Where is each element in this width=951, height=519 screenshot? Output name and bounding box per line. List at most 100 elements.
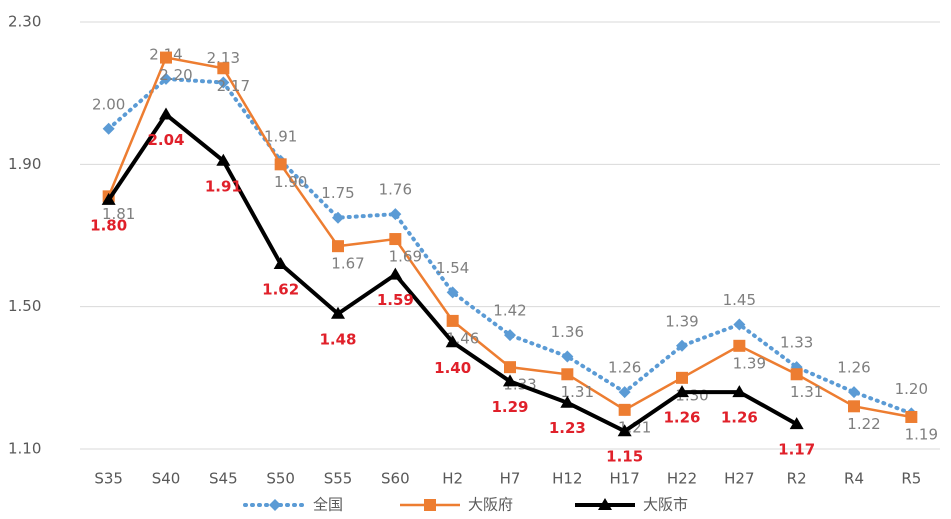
data-label: 1.26 bbox=[663, 409, 700, 427]
data-label: 1.59 bbox=[377, 291, 414, 309]
marker bbox=[561, 368, 574, 381]
data-label: 1.39 bbox=[733, 354, 766, 372]
marker bbox=[618, 386, 631, 399]
data-label: 1.76 bbox=[379, 181, 412, 199]
x-tick-label: H17 bbox=[609, 470, 639, 488]
marker bbox=[389, 233, 402, 246]
marker bbox=[424, 499, 436, 511]
data-label: 2.04 bbox=[147, 131, 184, 149]
marker bbox=[332, 211, 344, 224]
data-label: 1.42 bbox=[493, 302, 526, 320]
marker bbox=[617, 424, 632, 437]
marker bbox=[446, 314, 459, 327]
marker bbox=[848, 386, 860, 399]
data-label: 2.17 bbox=[217, 77, 250, 95]
data-label: 1.69 bbox=[389, 248, 422, 266]
x-tick-label: H12 bbox=[552, 470, 582, 488]
data-label: 1.67 bbox=[331, 255, 364, 273]
x-tick-label: S50 bbox=[266, 470, 295, 488]
marker bbox=[159, 107, 173, 120]
marker bbox=[273, 256, 288, 269]
x-tick-label: S55 bbox=[324, 470, 353, 488]
data-label: 1.17 bbox=[778, 441, 815, 459]
data-label: 2.13 bbox=[207, 49, 240, 67]
data-label: 1.33 bbox=[780, 334, 813, 352]
marker bbox=[217, 76, 230, 89]
marker bbox=[598, 498, 612, 510]
marker bbox=[561, 350, 574, 363]
data-label: 1.45 bbox=[723, 291, 756, 309]
marker bbox=[445, 335, 460, 348]
y-tick-label: 2.30 bbox=[8, 13, 41, 31]
marker bbox=[789, 417, 804, 430]
legend-label: 全国 bbox=[313, 496, 343, 514]
marker bbox=[389, 208, 402, 221]
data-label: 1.90 bbox=[274, 173, 307, 191]
data-label: 2.20 bbox=[159, 66, 192, 84]
legend-item: 大阪市 bbox=[575, 496, 688, 514]
data-label: 1.15 bbox=[606, 448, 643, 466]
marker bbox=[790, 368, 803, 381]
marker bbox=[560, 395, 575, 408]
x-tick-label: S45 bbox=[209, 470, 238, 488]
data-label: 1.20 bbox=[895, 380, 928, 398]
y-tick-label: 1.10 bbox=[8, 440, 41, 458]
marker bbox=[160, 51, 172, 64]
data-label: 1.19 bbox=[905, 425, 938, 443]
x-tick-label: S35 bbox=[94, 470, 123, 488]
marker bbox=[269, 499, 281, 511]
data-label: 1.91 bbox=[264, 127, 297, 145]
marker bbox=[102, 122, 115, 135]
data-label: 1.26 bbox=[837, 359, 870, 377]
data-label: 1.22 bbox=[847, 415, 880, 433]
x-tick-label: S40 bbox=[152, 470, 181, 488]
x-tick-label: H7 bbox=[500, 470, 521, 488]
x-tick-label: H2 bbox=[442, 470, 463, 488]
data-label: 1.75 bbox=[321, 184, 354, 202]
data-label: 1.23 bbox=[549, 419, 586, 437]
x-tick-label: R5 bbox=[901, 470, 921, 488]
data-label: 1.81 bbox=[102, 205, 135, 223]
legend-label: 大阪府 bbox=[468, 496, 513, 514]
x-tick-label: R2 bbox=[787, 470, 807, 488]
marker bbox=[101, 192, 116, 205]
marker bbox=[733, 318, 746, 331]
marker bbox=[160, 72, 172, 85]
x-tick-label: H22 bbox=[667, 470, 697, 488]
y-tick-label: 1.90 bbox=[8, 155, 41, 173]
marker bbox=[676, 339, 688, 352]
data-label: 2.00 bbox=[92, 95, 125, 113]
x-tick-label: S60 bbox=[381, 470, 410, 488]
legend-item: 全国 bbox=[243, 496, 343, 514]
data-label: 1.36 bbox=[551, 323, 584, 341]
marker bbox=[848, 400, 860, 413]
marker bbox=[732, 385, 747, 398]
marker bbox=[274, 158, 287, 171]
data-label: 1.31 bbox=[561, 383, 594, 401]
marker bbox=[733, 339, 746, 352]
y-tick-label: 1.50 bbox=[8, 297, 41, 315]
marker bbox=[905, 410, 918, 423]
data-label: 1.48 bbox=[319, 330, 356, 348]
marker bbox=[618, 403, 631, 416]
legend-label: 大阪市 bbox=[643, 496, 688, 514]
marker bbox=[676, 371, 688, 384]
x-tick-label: H27 bbox=[724, 470, 754, 488]
data-label: 1.26 bbox=[721, 409, 758, 427]
marker bbox=[332, 240, 344, 253]
data-label: 1.54 bbox=[436, 259, 469, 277]
data-label: 1.62 bbox=[262, 280, 299, 298]
legend-item: 大阪府 bbox=[400, 496, 513, 514]
data-label: 1.26 bbox=[608, 359, 641, 377]
marker bbox=[446, 286, 459, 299]
marker bbox=[217, 62, 230, 75]
data-label: 1.91 bbox=[205, 177, 242, 195]
data-label: 1.80 bbox=[90, 216, 127, 234]
data-label: 1.39 bbox=[665, 312, 698, 330]
marker bbox=[504, 361, 516, 374]
data-label: 1.29 bbox=[491, 398, 528, 416]
marker bbox=[675, 385, 689, 398]
marker bbox=[504, 329, 516, 342]
data-label: 1.40 bbox=[434, 359, 471, 377]
